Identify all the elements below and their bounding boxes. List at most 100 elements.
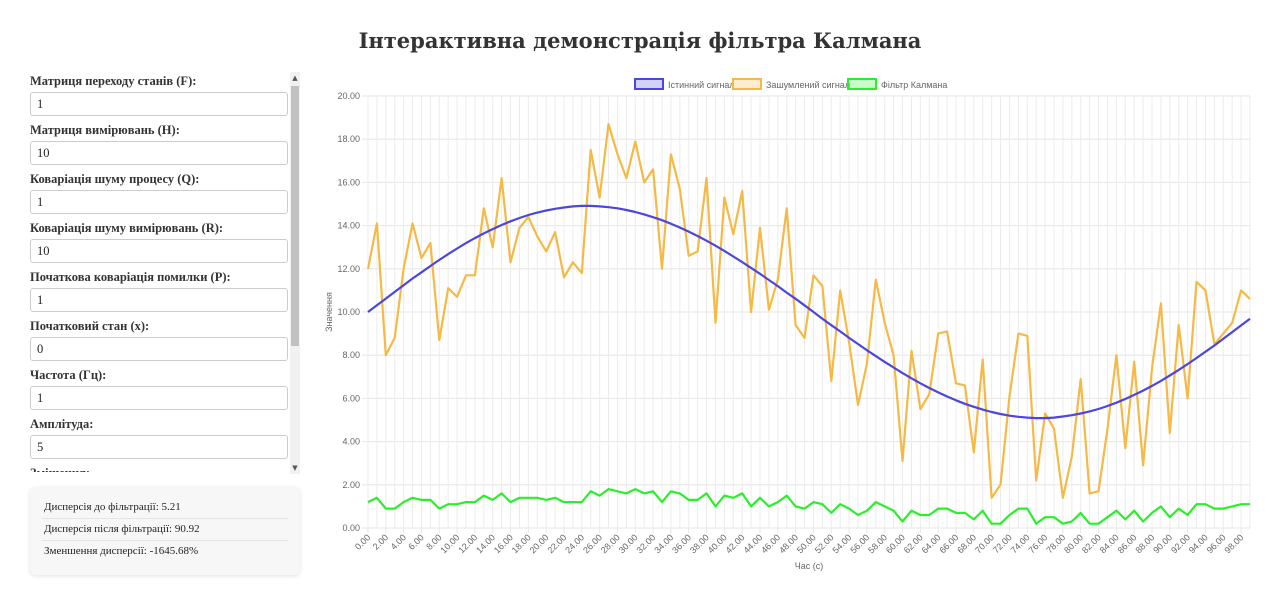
x-tick-label: 34.00 xyxy=(652,532,675,555)
x-tick-label: 54.00 xyxy=(831,532,854,555)
y-tick-label: 8.00 xyxy=(342,350,360,360)
x-tick-label: 92.00 xyxy=(1169,532,1192,555)
y-tick-label: 16.00 xyxy=(337,177,360,187)
y-tick-label: 4.00 xyxy=(342,437,360,447)
parameters-panel[interactable]: Матриця переходу станів (F): 1 Матриця вим… xyxy=(30,72,300,472)
true-signal-line xyxy=(367,204,1251,420)
x-tick-label: 96.00 xyxy=(1205,532,1228,555)
stats-panel: Дисперсія до фільтрації: 5.21 Дисперсія … xyxy=(30,487,300,575)
legend-label: Фільтр Калмана xyxy=(881,80,947,90)
param-label: Матриця вимірювань (H): xyxy=(30,123,180,137)
x-tick-label: 10.00 xyxy=(439,532,462,555)
param-label: Амплітуда: xyxy=(30,417,94,431)
param-label: Коваріація шуму вимірювань (R): xyxy=(30,221,224,235)
x-tick-label: 66.00 xyxy=(937,532,960,555)
x-tick-label: 72.00 xyxy=(991,532,1014,555)
x-tick-label: 32.00 xyxy=(635,532,658,555)
x-tick-label: 42.00 xyxy=(724,532,747,555)
x-tick-label: 14.00 xyxy=(474,532,497,555)
y-tick-label: 14.00 xyxy=(337,221,360,231)
param-input[interactable]: 0 xyxy=(30,337,288,361)
param-row: Початкова коваріація помилки (P): 1 xyxy=(30,268,290,317)
x-tick-label: 94.00 xyxy=(1187,532,1210,555)
x-tick-label: 70.00 xyxy=(973,532,996,555)
variance-after: Дисперсія після фільтрації: 90.92 xyxy=(42,519,288,541)
x-tick-label: 58.00 xyxy=(866,532,889,555)
y-tick-label: 12.00 xyxy=(337,264,360,274)
legend-swatch xyxy=(634,78,664,90)
x-tick-label: 68.00 xyxy=(955,532,978,555)
param-row: Амплітуда: 5 xyxy=(30,415,290,464)
scrollbar-thumb[interactable] xyxy=(291,86,299,346)
variance-reduction: Зменшення дисперсії: -1645.68% xyxy=(44,545,199,557)
variance-before: Дисперсія до фільтрації: 5.21 xyxy=(42,497,288,519)
param-input[interactable]: 1 xyxy=(30,190,288,214)
parameters-list: Матриця переходу станів (F): 1 Матриця вим… xyxy=(30,72,290,472)
x-tick-label: 56.00 xyxy=(848,532,871,555)
x-tick-label: 98.00 xyxy=(1223,532,1246,555)
param-row: Коваріація шуму вимірювань (R): 10 xyxy=(30,219,290,268)
x-tick-label: 28.00 xyxy=(599,532,622,555)
x-axis-title: Час (с) xyxy=(795,561,824,571)
x-tick-label: 48.00 xyxy=(777,532,800,555)
x-tick-label: 76.00 xyxy=(1027,532,1050,555)
x-tick-label: 80.00 xyxy=(1062,532,1085,555)
param-row: Матриця вимірювань (H): 10 xyxy=(30,121,290,170)
x-tick-label: 24.00 xyxy=(563,532,586,555)
y-tick-label: 0.00 xyxy=(342,523,360,533)
param-input[interactable]: 1 xyxy=(30,92,288,116)
x-tick-label: 62.00 xyxy=(902,532,925,555)
x-tick-label: 12.00 xyxy=(456,532,479,555)
param-input[interactable]: 5 xyxy=(30,435,288,459)
x-tick-label: 52.00 xyxy=(813,532,836,555)
x-tick-label: 46.00 xyxy=(759,532,782,555)
param-input[interactable]: 10 xyxy=(30,141,288,165)
scroll-down-arrow-icon[interactable]: ▼ xyxy=(292,464,298,472)
param-input[interactable]: 10 xyxy=(30,239,288,263)
x-tick-label: 16.00 xyxy=(492,532,515,555)
y-tick-label: 6.00 xyxy=(342,393,360,403)
parameters-scrollbar[interactable]: ▲ ▼ xyxy=(290,72,300,474)
param-label: Зміщення: xyxy=(30,464,290,472)
x-tick-label: 36.00 xyxy=(670,532,693,555)
page-title: Інтерактивна демонстрація фільтра Калман… xyxy=(358,28,922,53)
x-tick-label: 84.00 xyxy=(1098,532,1121,555)
x-tick-label: 6.00 xyxy=(406,532,425,551)
x-tick-label: 22.00 xyxy=(545,532,568,555)
y-axis-title: Значення xyxy=(324,292,334,332)
legend-swatch xyxy=(732,78,762,90)
param-label: Коваріація шуму процесу (Q): xyxy=(30,172,200,186)
param-row: Коваріація шуму процесу (Q): 1 xyxy=(30,170,290,219)
x-tick-label: 50.00 xyxy=(795,532,818,555)
x-tick-label: 20.00 xyxy=(528,532,551,555)
x-tick-label: 60.00 xyxy=(884,532,907,555)
param-input[interactable]: 1 xyxy=(30,288,288,312)
x-tick-label: 74.00 xyxy=(1009,532,1032,555)
legend-swatch xyxy=(847,78,877,90)
kalman-chart: 0.002.004.006.008.0010.0012.0014.0016.00… xyxy=(324,78,1251,571)
x-tick-label: 4.00 xyxy=(389,532,408,551)
param-row: Частота (Гц): 1 xyxy=(30,366,290,415)
kalman-filter-line xyxy=(367,488,1250,525)
param-row: Зміщення: xyxy=(30,464,290,472)
legend-label: Зашумлений сигнал xyxy=(766,80,850,90)
y-tick-label: 2.00 xyxy=(342,480,360,490)
legend-label: Істинний сигнал xyxy=(668,80,735,90)
x-tick-label: 82.00 xyxy=(1080,532,1103,555)
x-tick-label: 0.00 xyxy=(353,532,372,551)
x-tick-label: 88.00 xyxy=(1133,532,1156,555)
param-label: Початкова коваріація помилки (P): xyxy=(30,270,231,284)
x-tick-label: 86.00 xyxy=(1116,532,1139,555)
y-tick-label: 10.00 xyxy=(337,307,360,317)
scroll-up-arrow-icon[interactable]: ▲ xyxy=(292,74,298,82)
x-tick-label: 90.00 xyxy=(1151,532,1174,555)
x-tick-label: 44.00 xyxy=(741,532,764,555)
param-input[interactable]: 1 xyxy=(30,386,288,410)
y-tick-label: 20.00 xyxy=(337,91,360,101)
x-tick-label: 18.00 xyxy=(510,532,533,555)
x-tick-label: 64.00 xyxy=(920,532,943,555)
param-label: Початковий стан (x): xyxy=(30,319,150,333)
x-tick-label: 26.00 xyxy=(581,532,604,555)
x-tick-label: 78.00 xyxy=(1044,532,1067,555)
param-label: Матриця переходу станів (F): xyxy=(30,74,197,88)
